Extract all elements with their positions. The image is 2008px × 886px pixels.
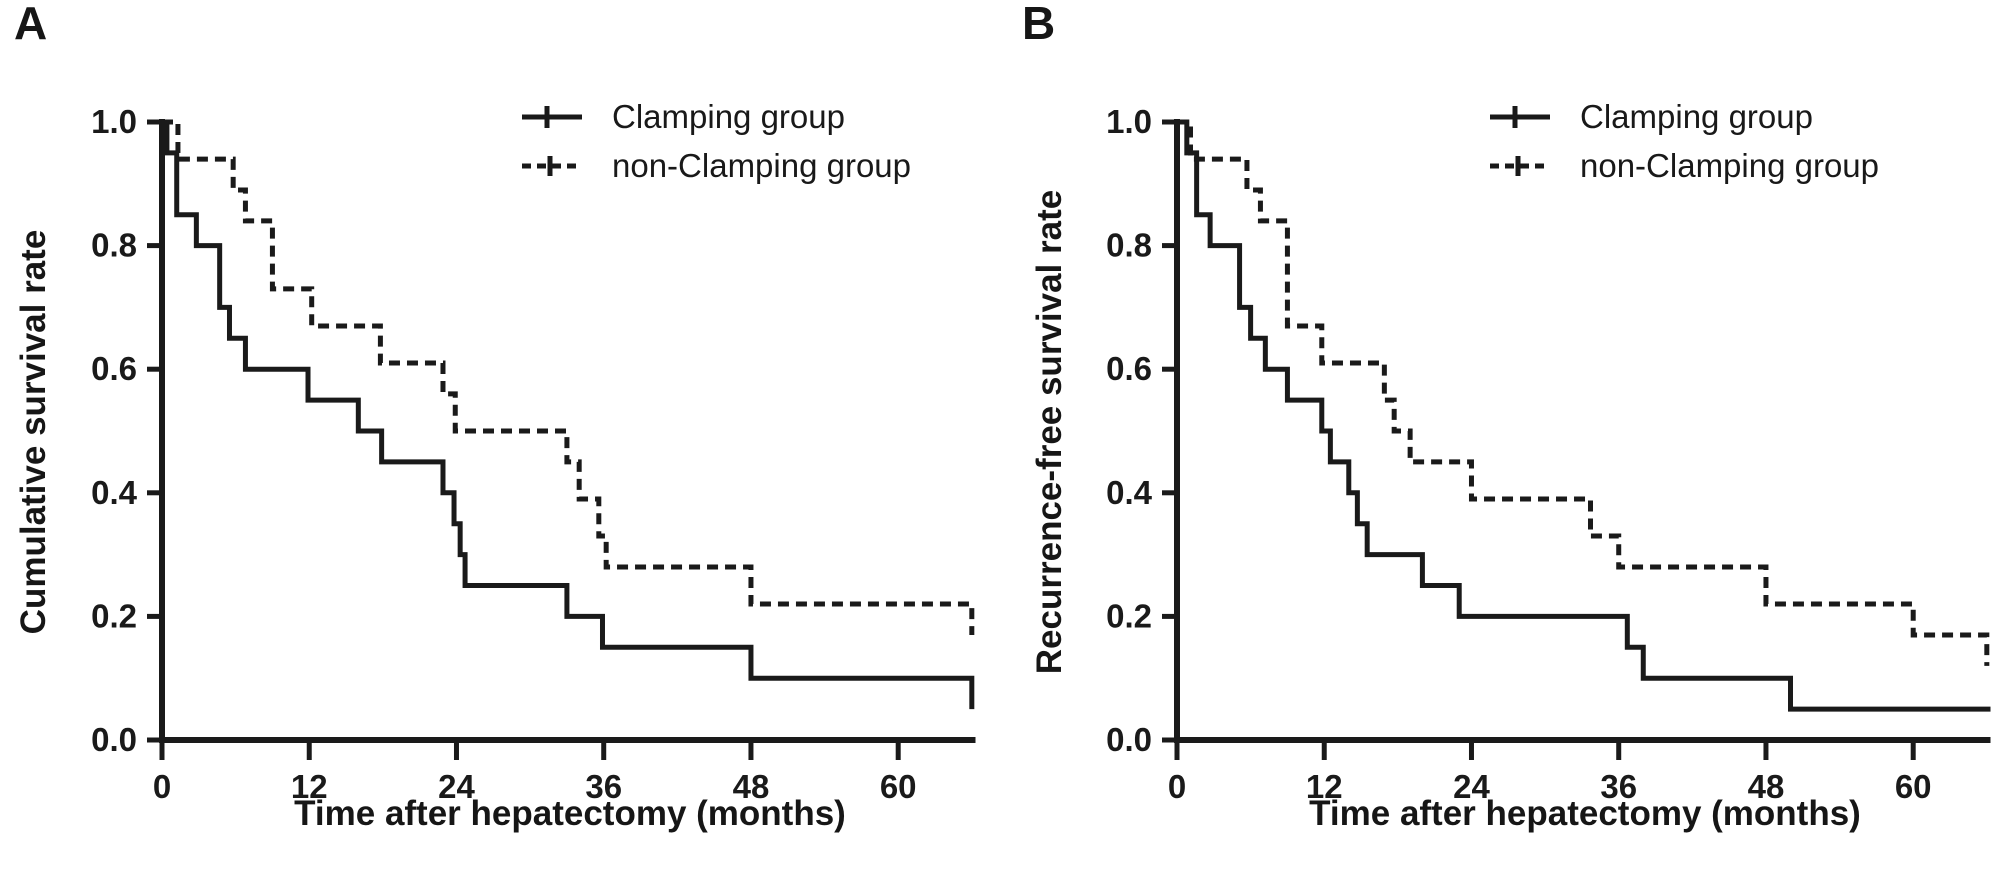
curve-B-clamping-group (1177, 119, 1991, 712)
panel-b-x-axis-title: Time after hepatectomy (months) (1309, 794, 1861, 833)
legend-row-clamping: Clamping group (1488, 92, 1879, 141)
y-tick-label-B-0.2: 0.2 (1106, 597, 1152, 634)
dashed-line-key-icon (522, 155, 582, 176)
x-tick-label-A-60: 60 (880, 768, 917, 805)
x-tick-label-A-24: 24 (438, 768, 475, 805)
x-tick-label-A-36: 36 (585, 768, 622, 805)
y-tick-label-A-0.2: 0.2 (91, 597, 137, 634)
solid-line-key-icon (1490, 105, 1550, 128)
legend-label-non-clamping: non-Clamping group (1580, 146, 1880, 184)
x-tick-label-B-12: 12 (1306, 768, 1343, 805)
legend-row-non-clamping: non-Clamping group (520, 141, 911, 190)
y-tick-label-A-0.4: 0.4 (91, 474, 138, 511)
legend-label-clamping: Clamping group (1580, 97, 1813, 135)
y-tick-label-B-0.6: 0.6 (1106, 350, 1152, 387)
panel-b-y-axis-title: Recurrence-free survival rate (1030, 189, 1069, 675)
x-tick-label-A-12: 12 (291, 768, 328, 805)
y-tick-label-B-0.0: 0.0 (1106, 721, 1152, 758)
dashed-line-key-icon (1490, 155, 1550, 176)
solid-line-key-icon (522, 105, 582, 128)
panel-a-x-axis-title: Time after hepatectomy (months) (294, 794, 846, 833)
x-tick-label-B-48: 48 (1748, 768, 1785, 805)
legend-row-clamping: Clamping group (520, 92, 911, 141)
legend-label-clamping: Clamping group (612, 97, 845, 135)
y-tick-label-A-0.0: 0.0 (91, 721, 137, 758)
y-tick-label-A-1.0: 1.0 (91, 103, 137, 140)
panel-a-legend: Clamping group non-Clamping group (520, 92, 911, 190)
panel-a-letter: A (14, 0, 48, 49)
y-tick-label-B-0.4: 0.4 (1106, 474, 1153, 511)
panel-a-y-axis-title: Cumulative survival rate (14, 229, 53, 635)
x-tick-label-B-24: 24 (1453, 768, 1490, 805)
x-tick-label-A-0: 0 (153, 768, 171, 805)
x-tick-label-B-0: 0 (1168, 768, 1186, 805)
y-tick-label-B-1.0: 1.0 (1106, 103, 1152, 140)
km-panel-B: 0 12 24 36 48 60 0.0 0.2 0.4 0.6 0.8 1.0 (1106, 103, 1991, 805)
x-tick-label-B-60: 60 (1895, 768, 1932, 805)
curve-A-non-clamping-group (162, 119, 975, 635)
km-panel-A: 0 12 24 36 48 60 0.0 0.2 0.4 0.6 0.8 1.0 (91, 103, 976, 805)
y-tick-label-B-0.8: 0.8 (1106, 227, 1152, 264)
curve-A-clamping-group (162, 119, 975, 710)
legend-row-non-clamping: non-Clamping group (1488, 141, 1879, 190)
x-tick-label-B-36: 36 (1600, 768, 1637, 805)
panel-b-letter: B (1022, 0, 1056, 49)
panel-b-legend: Clamping group non-Clamping group (1488, 92, 1879, 190)
y-tick-label-A-0.8: 0.8 (91, 227, 137, 264)
x-tick-label-A-48: 48 (733, 768, 770, 805)
legend-label-non-clamping: non-Clamping group (612, 146, 912, 184)
curve-B-non-clamping-group (1177, 119, 1990, 666)
y-tick-label-A-0.6: 0.6 (91, 350, 137, 387)
